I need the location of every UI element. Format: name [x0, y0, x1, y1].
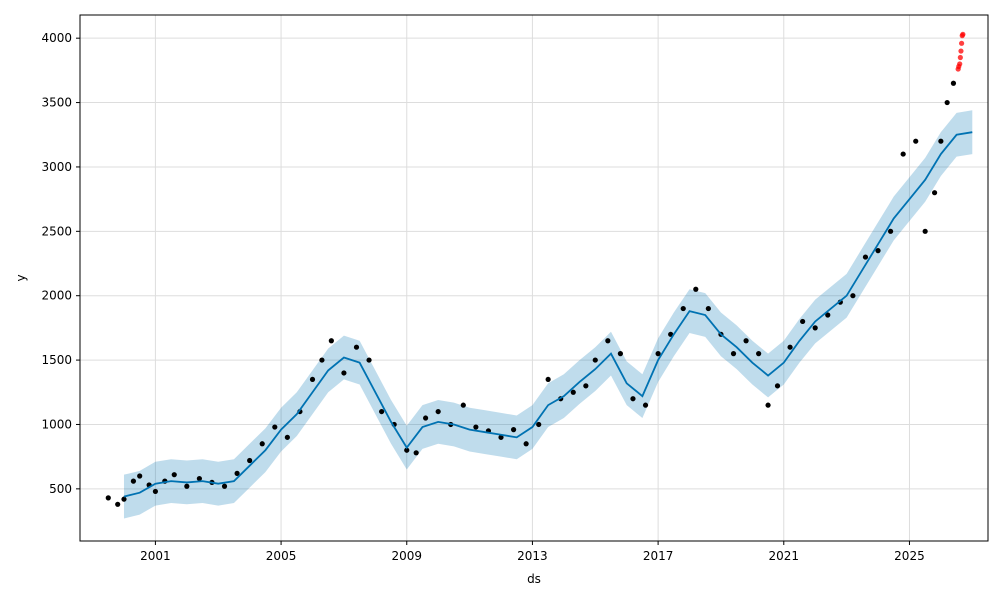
actual-point [680, 305, 686, 312]
y-axis-label: y [14, 274, 28, 281]
actual-point [510, 427, 517, 433]
actual-point [234, 470, 240, 476]
x-axis-ticks: 2001 2005 2009 2013 2017 2021 2025 [140, 541, 925, 563]
actual-point [115, 501, 121, 507]
uncertainty-band-area [123, 110, 973, 519]
grid [80, 15, 988, 541]
forecast-line [123, 131, 973, 498]
y-tick-label: 1500 [41, 353, 72, 367]
actual-point [592, 357, 598, 363]
y-tick-label: 500 [49, 482, 72, 496]
x-axis-label: ds [527, 572, 541, 586]
actual-point [341, 370, 347, 376]
x-tick-label: 2021 [769, 549, 800, 563]
actual-point [787, 344, 793, 350]
actual-point [404, 447, 410, 453]
x-tick-label: 2009 [391, 549, 422, 563]
actual-point [812, 325, 818, 331]
actual-point [130, 478, 137, 484]
recent-point [957, 61, 963, 67]
actual-point [630, 396, 636, 402]
y-tick-label: 1000 [41, 417, 72, 431]
actual-point [460, 402, 466, 408]
actual-point [944, 99, 950, 106]
actual-point [922, 228, 928, 234]
actual-point [888, 228, 894, 234]
actual-point [473, 424, 479, 430]
actual-point [825, 312, 831, 318]
actual-point [536, 421, 542, 428]
y-tick-label: 3500 [41, 96, 72, 110]
actual-point [774, 383, 781, 389]
actual-point [137, 473, 143, 479]
uncertainty-band [123, 110, 973, 519]
actual-point [850, 293, 856, 299]
actual-point [655, 351, 661, 357]
actual-point [938, 138, 944, 144]
actual-point [875, 248, 881, 254]
actual-point [900, 151, 906, 157]
x-tick-label: 2001 [140, 549, 171, 563]
actual-point [184, 483, 190, 489]
y-tick-label: 4000 [41, 31, 72, 45]
x-tick-label: 2017 [643, 549, 674, 563]
actual-point [309, 376, 316, 383]
actual-point [913, 138, 919, 144]
actual-point [328, 338, 334, 344]
actual-point [152, 488, 159, 495]
actual-point [171, 472, 177, 478]
actual-point [570, 389, 576, 395]
recent-point [958, 48, 964, 54]
actual-point [523, 441, 529, 447]
plot-frame [79, 14, 989, 542]
actual-point [743, 338, 749, 344]
recent-point [957, 54, 963, 61]
recent-point [959, 40, 965, 46]
actual-point [353, 344, 360, 350]
actual-point [196, 475, 202, 482]
actual-point [259, 441, 265, 447]
actual-point [423, 415, 429, 421]
forecast-series-line [123, 131, 973, 498]
actual-point [693, 286, 699, 292]
actual-point [105, 495, 111, 501]
actual-point [800, 318, 806, 325]
recent-point [960, 31, 966, 37]
actual-point [605, 338, 611, 344]
y-tick-label: 3000 [41, 160, 72, 174]
actual-point [379, 408, 385, 415]
recent-points [955, 31, 966, 72]
y-axis-ticks: 500 1000 1500 2000 2500 3000 3500 4000 [41, 31, 80, 496]
actual-point [950, 80, 957, 86]
actual-point [498, 434, 504, 440]
x-tick-label: 2005 [266, 549, 297, 563]
actual-point [284, 434, 290, 440]
actual-point [272, 424, 278, 430]
actual-point [545, 376, 551, 383]
actual-point [247, 457, 253, 464]
actual-point [121, 496, 127, 502]
actual-point [319, 357, 325, 363]
actual-point [435, 408, 441, 415]
actual-point [862, 254, 869, 260]
x-tick-label: 2025 [894, 549, 925, 563]
actual-point [221, 483, 228, 489]
y-tick-label: 2000 [41, 289, 72, 303]
actual-point [705, 305, 711, 312]
actual-point [756, 351, 762, 357]
actual-point [642, 402, 649, 408]
x-tick-label: 2013 [517, 549, 548, 563]
actual-point [765, 402, 771, 408]
actual-points [105, 80, 957, 507]
actual-point [617, 351, 624, 357]
y-tick-label: 2500 [41, 224, 72, 238]
actual-point [931, 190, 938, 196]
actual-point [413, 450, 419, 456]
actual-point [583, 383, 589, 389]
actual-point [366, 357, 372, 363]
actual-point [730, 351, 737, 357]
